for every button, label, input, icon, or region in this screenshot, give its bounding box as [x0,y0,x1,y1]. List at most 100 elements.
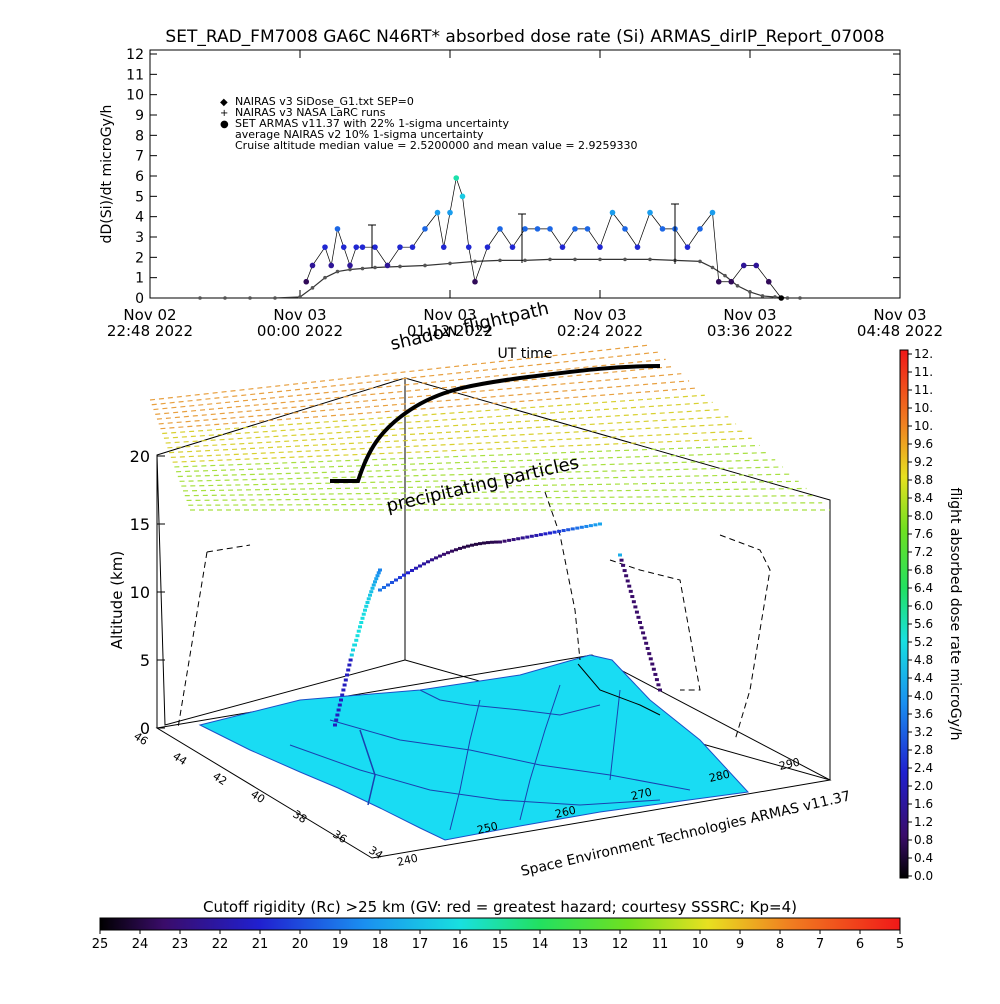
flight-path [333,522,662,727]
particle-grid-line [172,437,752,463]
flight-path-point [346,668,351,672]
armas-point [609,209,616,216]
flight-path-point [454,548,458,552]
flight-path-point [644,641,649,645]
legend-entry: SET ARMAS v11.37 with 22% 1-sigma uncert… [235,117,509,130]
legend-symbol: ● [220,119,229,130]
nairas-point [698,259,702,264]
armas-point [340,244,347,250]
cbar-right-tick-label: 2.4 [914,761,933,775]
cbar-right-tick-label: 11. [914,365,933,379]
ground-map [198,654,750,841]
flight-path-point [450,549,454,553]
flight-path-point [588,524,593,528]
flight-path-point [390,580,394,584]
border-line [577,663,661,716]
flight-path-point [654,678,659,682]
flight-path-point [478,542,482,546]
armas-point [778,295,785,301]
cbar-bottom-tick-label: 20 [292,937,309,952]
cbar-right-tick-label: 1.6 [914,797,933,811]
cbar-bottom-tick-label: 9 [736,937,744,952]
flight-path-point [561,529,566,533]
cbar-right-tick-label: 0.0 [914,869,933,883]
y-tick-label: 12 [126,47,144,63]
flight-path-point [337,703,342,707]
cbar-bottom-tick-label: 7 [816,937,824,952]
flight-path-point [494,540,498,544]
flight-path-point [365,601,370,604]
nairas-point [573,257,577,262]
flight-path-point [418,564,422,568]
altitude-3d-scene: shadow flightpath UT time precipitating … [108,298,852,880]
cbar-bottom-tick-label: 6 [856,937,864,952]
armas-point [647,209,653,216]
cbar-bottom-tick-label: 5 [896,937,904,952]
particle-grid-line [156,373,682,420]
armas-point [522,226,528,232]
armas-point [397,244,403,250]
nairas-point [310,286,315,290]
armas-point [709,209,716,216]
flight-path-point [334,718,339,722]
x-tick-time: 22:48 2022 [107,322,193,340]
flight-path-point [371,583,376,587]
cbar-bottom-tick-label: 8 [776,937,784,952]
lat-tick-label: 42 [210,770,229,789]
flight-path-point [584,524,589,528]
lon-tick-label: 250 [476,820,499,837]
flight-path-point [369,590,374,594]
particle-grid-line [153,358,666,411]
armas-point [684,244,691,250]
flight-path-point [648,657,653,661]
flight-path-point [619,558,624,562]
nairas-point [335,269,340,274]
armas-point [484,244,491,250]
flight-path-point [624,574,629,578]
particle-grid-line [174,444,760,468]
nairas-point [423,263,427,268]
flight-path-point [398,576,402,580]
cbar-bottom-tick-label: 16 [452,937,469,952]
flight-path-point [641,631,646,635]
flight-path-point [543,532,548,536]
particle-grid-line [158,380,690,425]
flight-path-point [353,643,357,647]
particle-grid-line [149,344,651,401]
y-tick-label: 4 [135,210,144,226]
nairas-point [360,266,365,271]
flight-path-point [482,541,486,545]
lat-tick-label: 38 [290,808,309,827]
legend-symbol: ◆ [220,97,228,108]
armas-point [328,262,335,269]
flight-path-point [529,534,534,538]
armas-point [622,226,628,232]
legend-entry: NAIRAS v3 SiDose_G1.txt SEP=0 [235,95,414,108]
flight-path-point [406,571,410,575]
nairas-point [348,267,352,272]
y-tick-label: 3 [135,230,144,246]
cbar-right-tick-label: 7.6 [914,527,933,541]
x-tick-time: 02:24 2022 [557,322,643,340]
flight-path-point [628,589,633,593]
cbar-right-tick-label: 4.4 [914,671,933,685]
dose-rate-colorbar: 0.0 0.4 0.8 1.2 1.6 2.0 2.4 2.8 3.2 3.6 4.0 4.4 4.8 5… [899,347,963,883]
armas-point [572,226,578,232]
flight-path-point [366,597,371,601]
lon-tick-label: 260 [554,804,577,821]
cbar-right-tick-label: 9.6 [914,437,933,451]
cbar-right-tick-label: 8.0 [914,509,933,523]
nairas-point [198,296,202,300]
flight-path-point [656,683,661,687]
flight-path-point [638,621,642,624]
nairas-point [748,290,752,294]
cbar-right-tick-label: 3.6 [914,707,933,721]
flight-path-point [356,629,361,633]
nairas-point [323,275,327,280]
curtain-right [609,559,701,691]
border-line [519,684,561,821]
armas-point [384,262,391,269]
top-chart-series [198,175,802,301]
flight-path-point [525,535,530,539]
flight-path-point [348,658,353,662]
